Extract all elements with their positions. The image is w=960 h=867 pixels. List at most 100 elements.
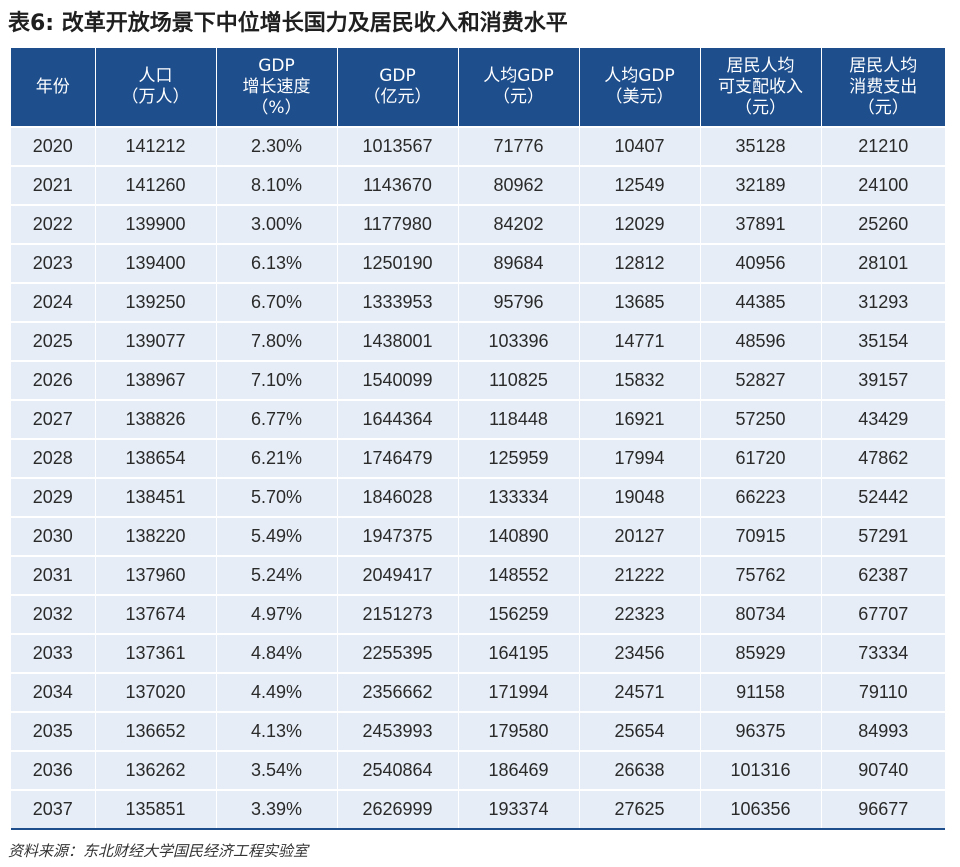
table-cell: 3.00% xyxy=(216,204,338,244)
year-cell: 2028 xyxy=(11,438,96,478)
table-cell: 1250190 xyxy=(337,243,459,283)
table-cell: 7.10% xyxy=(216,360,338,400)
table-cell: 4.13% xyxy=(216,711,338,751)
table-cell: 12029 xyxy=(579,204,701,244)
table-cell: 7.80% xyxy=(216,321,338,361)
year-cell: 2029 xyxy=(11,477,96,517)
table-cell: 4.97% xyxy=(216,594,338,634)
table-cell: 32189 xyxy=(700,165,822,205)
table-cell: 44385 xyxy=(700,282,822,322)
year-cell: 2031 xyxy=(11,555,96,595)
table-cell: 139400 xyxy=(95,243,217,283)
table-cell: 35128 xyxy=(700,126,822,166)
table-cell: 57291 xyxy=(821,516,945,556)
table-cell: 17994 xyxy=(579,438,701,478)
year-cell: 2021 xyxy=(11,165,96,205)
column-header: 人均GDP （元） xyxy=(458,48,580,127)
year-cell: 2032 xyxy=(11,594,96,634)
year-cell: 2023 xyxy=(11,243,96,283)
table-cell: 137960 xyxy=(95,555,217,595)
table-cell: 2453993 xyxy=(337,711,459,751)
table-cell: 136262 xyxy=(95,750,217,790)
table-cell: 1644364 xyxy=(337,399,459,439)
table-row: 2037 135851 3.39% 2626999 193374 27625 106356 9… xyxy=(11,789,945,829)
table-row: 2025 139077 7.80% 1438001 103396 14771 48596 35… xyxy=(11,321,945,361)
table-row: 2026 138967 7.10% 1540099 110825 15832 52827 39… xyxy=(11,360,945,400)
table-cell: 52827 xyxy=(700,360,822,400)
table-row: 2033 137361 4.84% 2255395 164195 23456 85929 73… xyxy=(11,633,945,673)
table-row: 2023 139400 6.13% 1250190 89684 12812 40956 281… xyxy=(11,243,945,283)
year-cell: 2027 xyxy=(11,399,96,439)
table-cell: 67707 xyxy=(821,594,945,634)
table-cell: 15832 xyxy=(579,360,701,400)
table-title: 表6: 改革开放场景下中位增长国力及居民收入和消费水平 xyxy=(8,11,568,36)
table-cell: 133334 xyxy=(458,477,580,517)
year-cell: 2022 xyxy=(11,204,96,244)
table-cell: 137020 xyxy=(95,672,217,712)
table-cell: 1540099 xyxy=(337,360,459,400)
table-cell: 101316 xyxy=(700,750,822,790)
year-cell: 2033 xyxy=(11,633,96,673)
column-header: GDP 增长速度 （%） xyxy=(216,48,338,127)
table-cell: 3.54% xyxy=(216,750,338,790)
table-cell: 6.13% xyxy=(216,243,338,283)
table-cell: 96677 xyxy=(821,789,945,829)
table-cell: 106356 xyxy=(700,789,822,829)
table-cell: 137361 xyxy=(95,633,217,673)
table-cell: 19048 xyxy=(579,477,701,517)
table-cell: 6.21% xyxy=(216,438,338,478)
table-cell: 25654 xyxy=(579,711,701,751)
table-body: 2020 141212 2.30% 1013567 71776 10407 35128 212… xyxy=(11,126,945,829)
table-cell: 80734 xyxy=(700,594,822,634)
table-cell: 85929 xyxy=(700,633,822,673)
year-cell: 2020 xyxy=(11,126,96,166)
table-cell: 4.49% xyxy=(216,672,338,712)
table-cell: 2626999 xyxy=(337,789,459,829)
table-cell: 1947375 xyxy=(337,516,459,556)
table-cell: 138220 xyxy=(95,516,217,556)
table-row: 2032 137674 4.97% 2151273 156259 22323 80734 67… xyxy=(11,594,945,634)
table-cell: 135851 xyxy=(95,789,217,829)
table-cell: 148552 xyxy=(458,555,580,595)
table-cell: 2.30% xyxy=(216,126,338,166)
table-cell: 12549 xyxy=(579,165,701,205)
table-cell: 139250 xyxy=(95,282,217,322)
table-cell: 62387 xyxy=(821,555,945,595)
table-cell: 84202 xyxy=(458,204,580,244)
column-header: 人口 （万人） xyxy=(95,48,217,127)
table-cell: 95796 xyxy=(458,282,580,322)
table-cell: 193374 xyxy=(458,789,580,829)
table-cell: 138967 xyxy=(95,360,217,400)
table-cell: 66223 xyxy=(700,477,822,517)
table-cell: 90740 xyxy=(821,750,945,790)
table-cell: 138826 xyxy=(95,399,217,439)
table-cell: 141260 xyxy=(95,165,217,205)
table-cell: 84993 xyxy=(821,711,945,751)
table-cell: 21222 xyxy=(579,555,701,595)
table-cell: 80962 xyxy=(458,165,580,205)
table-cell: 2540864 xyxy=(337,750,459,790)
table-cell: 39157 xyxy=(821,360,945,400)
table-cell: 2151273 xyxy=(337,594,459,634)
year-cell: 2037 xyxy=(11,789,96,829)
table-cell: 20127 xyxy=(579,516,701,556)
table-cell: 6.70% xyxy=(216,282,338,322)
table-cell: 139077 xyxy=(95,321,217,361)
table-row: 2027 138826 6.77% 1644364 118448 16921 57250 43… xyxy=(11,399,945,439)
table-cell: 3.39% xyxy=(216,789,338,829)
table-cell: 31293 xyxy=(821,282,945,322)
table-cell: 73334 xyxy=(821,633,945,673)
table-cell: 22323 xyxy=(579,594,701,634)
table-cell: 96375 xyxy=(700,711,822,751)
table-cell: 1143670 xyxy=(337,165,459,205)
table-cell: 75762 xyxy=(700,555,822,595)
table-row: 2024 139250 6.70% 1333953 95796 13685 44385 312… xyxy=(11,282,945,322)
table-cell: 1746479 xyxy=(337,438,459,478)
table-cell: 136652 xyxy=(95,711,217,751)
table-cell: 1438001 xyxy=(337,321,459,361)
year-cell: 2026 xyxy=(11,360,96,400)
table-cell: 61720 xyxy=(700,438,822,478)
table-cell: 71776 xyxy=(458,126,580,166)
table-cell: 24571 xyxy=(579,672,701,712)
table-row: 2034 137020 4.49% 2356662 171994 24571 91158 79… xyxy=(11,672,945,712)
